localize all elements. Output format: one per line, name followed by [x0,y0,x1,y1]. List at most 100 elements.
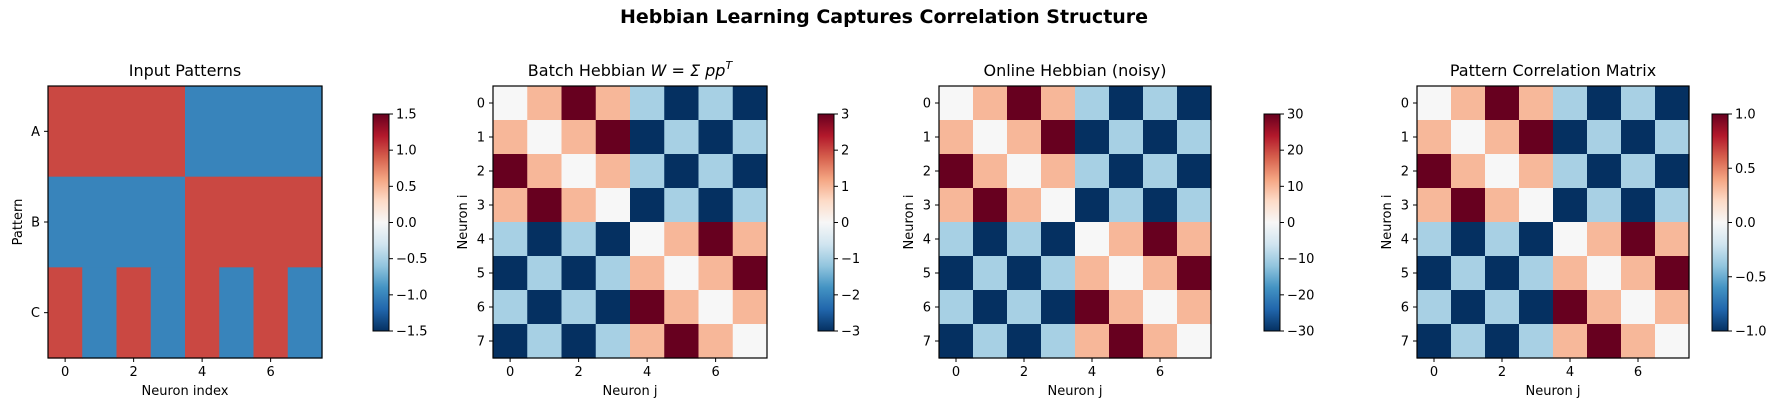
heatmap-cell [116,86,152,178]
heatmap-cell [1655,154,1690,189]
heatmap-cell [732,154,768,189]
y-axis-label: Pattern [11,199,26,246]
heatmap-cell [116,176,152,268]
heatmap-cell [82,176,118,268]
heatmap-cell [630,290,665,325]
heatmap-cell [253,267,289,359]
heatmap-cell [185,267,220,359]
heatmap-cell [1655,188,1690,223]
heatmap-cell [1177,290,1212,325]
heatmap-cell [1177,256,1212,291]
y-tick-label: 6 [1401,301,1409,316]
heatmap-cell [939,188,974,223]
heatmap-cell [732,324,768,359]
y-tick-label: 7 [1401,335,1409,350]
heatmap-cell [561,154,597,189]
heatmap-cell [1417,324,1452,359]
heatmap-cell [1041,120,1076,155]
heatmap-cell [698,256,734,291]
heatmap-cell [630,154,665,189]
colorbar-tick-label: −3 [841,325,860,340]
heatmap-cell [219,86,255,178]
colorbar-tick-label: −2 [841,288,860,303]
heatmap-cell [493,120,528,155]
heatmap-cell [1007,120,1042,155]
heatmap-cell [630,86,665,121]
heatmap-cell [287,267,323,359]
heatmap-cell [1451,222,1486,257]
colorbar-tick-label: 0.5 [396,180,417,195]
heatmap-cell [1553,86,1588,121]
y-tick-label: 1 [923,131,931,146]
colorbar-tick-label: 1.0 [396,144,417,159]
heatmap-cell [527,188,563,223]
y-tick-label: 0 [477,97,485,112]
heatmap-cell [493,256,528,291]
heatmap-cell [527,290,563,325]
heatmap-cell [1655,86,1690,121]
heatmap-cell [219,267,255,359]
heatmap-cell [698,222,734,257]
heatmap-cell [1553,290,1588,325]
colorbar [1711,113,1729,332]
panel-title: Online Hebbian (noisy) [983,61,1166,80]
heatmap-cell [664,188,700,223]
heatmap-cell [939,222,974,257]
heatmap-cell [1109,86,1144,121]
heatmap-cell [595,86,631,121]
y-axis-label: Neuron i [456,195,471,250]
heatmap-cell [1177,188,1212,223]
heatmap-cell [1587,290,1622,325]
y-axis-label: Neuron i [1380,195,1395,250]
heatmap-cell [150,86,186,178]
heatmap-cell [116,267,152,359]
colorbar-tick-label: 0 [1287,216,1295,231]
y-tick-label: 2 [1401,165,1409,180]
x-tick-label: 4 [198,365,206,380]
heatmap-cell [939,154,974,189]
heatmap-cell [1485,154,1520,189]
heatmap-cell [1553,324,1588,359]
heatmap-cell [1519,256,1554,291]
heatmap-cell [1143,290,1178,325]
x-tick-label: 6 [1634,365,1642,380]
heatmap-cell [1109,188,1144,223]
y-tick-label: C [31,306,40,321]
heatmap-cell [1143,86,1178,121]
heatmap-cell [732,86,768,121]
colorbar-tick-label: 0 [841,216,849,231]
colorbar-tick-label: 1.5 [396,108,417,123]
heatmap-cell [664,290,700,325]
y-tick-label: 2 [923,165,931,180]
panel-title-prefix: Batch Hebbian [528,61,651,80]
heatmap-cell [1451,324,1486,359]
heatmap-cell [1417,290,1452,325]
x-axis-label: Neuron index [142,384,229,399]
heatmap-cell [630,324,665,359]
heatmap-cell [973,86,1008,121]
heatmap-cell [561,324,597,359]
heatmap-cell [48,176,83,268]
heatmap-cell [1655,324,1690,359]
heatmap-cell [1485,256,1520,291]
heatmap-cell [1485,86,1520,121]
heatmap-cell [698,120,734,155]
heatmap-cell [939,324,974,359]
y-tick-label: 4 [477,233,485,248]
heatmap-cell [1007,324,1042,359]
heatmap-cell [732,120,768,155]
heatmap-cell [973,120,1008,155]
heatmap-cell [1007,86,1042,121]
panel-title-formula: W = Σ pp [651,61,726,80]
heatmap-cell [1621,324,1656,359]
colorbar [817,113,835,332]
heatmap-cell [1075,290,1110,325]
colorbar-tick-label: −1 [841,252,860,267]
heatmap-cell [1621,256,1656,291]
heatmap-cell [1587,256,1622,291]
heatmap-cell [150,267,186,359]
heatmap-cell [1041,154,1076,189]
heatmap-cell [1041,86,1076,121]
heatmap-cell [1519,120,1554,155]
